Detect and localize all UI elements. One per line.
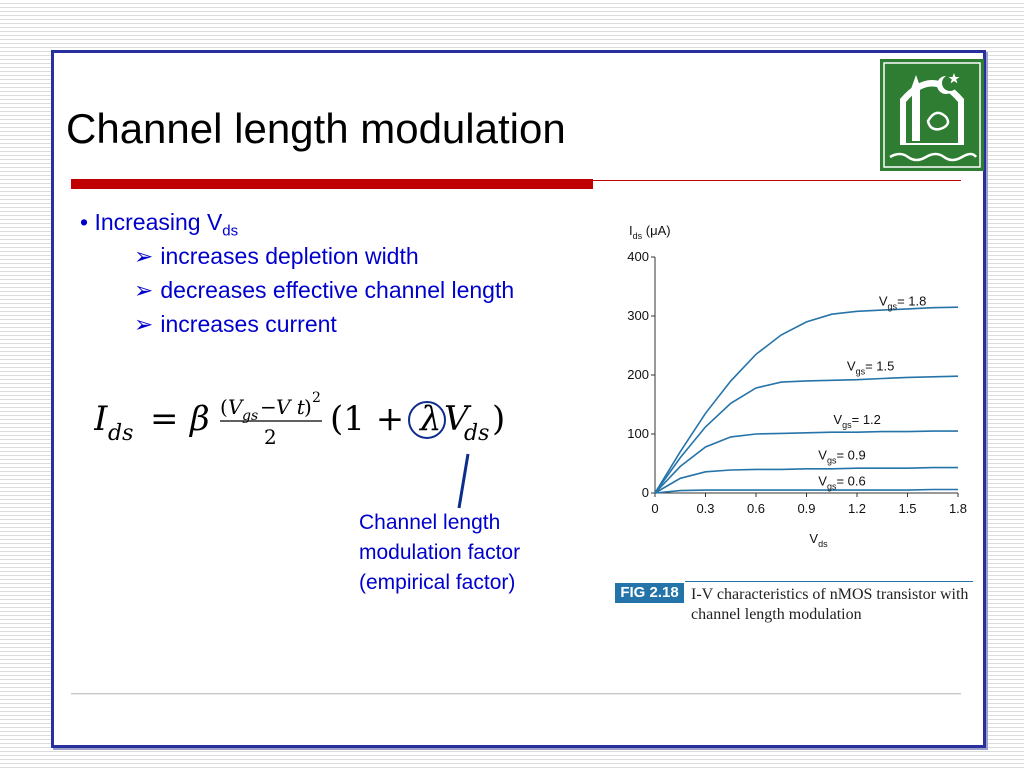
iv-chart: 0 100 200 300 400 0 0.3 0.6 0.9 1.2 1.5 1.8 Ids (μA)… xyxy=(627,223,967,549)
svg-text:I: I xyxy=(94,399,108,439)
svg-text:): ) xyxy=(304,395,312,419)
svg-text:V t: V t xyxy=(276,395,306,419)
callout-pointer-icon xyxy=(457,453,470,509)
svg-text:−: − xyxy=(260,395,277,419)
sub-bullet-3: ➢ increases current xyxy=(134,311,337,338)
footer-divider xyxy=(71,693,961,695)
svg-text:2: 2 xyxy=(312,390,321,406)
caption-rule xyxy=(685,581,973,582)
x-tick-label: 1.5 xyxy=(898,501,916,516)
x-tick-label: 0 xyxy=(651,501,658,516)
series-line xyxy=(654,375,959,494)
svg-text:ds: ds xyxy=(108,421,133,446)
svg-text:V: V xyxy=(228,395,245,419)
y-tick-label: 300 xyxy=(627,308,649,323)
figure-badge: FIG 2.18 xyxy=(615,583,684,603)
svg-text:β: β xyxy=(188,399,210,439)
x-tick-label: 1.8 xyxy=(949,501,967,516)
series-line xyxy=(654,488,958,494)
y-tick-label: 200 xyxy=(627,367,649,382)
series-line xyxy=(654,466,958,494)
sub-bullet-2: ➢ decreases effective channel length xyxy=(134,277,514,304)
series-label: Vgs= 1.2 xyxy=(833,412,880,430)
arrow-bullet-icon: ➢ xyxy=(134,311,154,337)
sub-bullet-1: ➢ increases depletion width xyxy=(134,243,419,270)
figure-caption: I-V characteristics of nMOS transistor w… xyxy=(691,586,969,623)
series-line xyxy=(654,430,958,494)
y-tick-label: 100 xyxy=(627,426,649,441)
callout-line-2: modulation factor xyxy=(359,541,521,564)
svg-text:): ) xyxy=(492,399,505,439)
svg-text:V: V xyxy=(444,399,472,439)
x-tick-label: 1.2 xyxy=(848,501,866,516)
sub-bullet-label: increases depletion width xyxy=(160,243,419,269)
bullet-subscript: ds xyxy=(222,222,239,240)
svg-text:gs: gs xyxy=(242,408,258,424)
slide-title: Channel length modulation xyxy=(66,105,566,152)
x-tick-label: 0.3 xyxy=(696,501,714,516)
callout-line-3: (empirical factor) xyxy=(359,571,516,594)
svg-text:λ: λ xyxy=(418,399,442,439)
x-axis-label: Vds xyxy=(809,531,828,549)
sub-bullet-label: increases current xyxy=(160,311,337,337)
slide-frame: Channel length modulation • Increasing V… xyxy=(51,50,986,748)
figure-caption-area: FIG 2.18 I-V characteristics of nMOS tra… xyxy=(615,581,975,645)
svg-text:ds: ds xyxy=(464,421,489,446)
y-tick-label: 0 xyxy=(642,485,649,500)
university-emblem-icon xyxy=(880,59,984,171)
title-accent-bar xyxy=(71,179,593,189)
svg-text:(: ( xyxy=(220,395,228,419)
series-line xyxy=(654,306,959,494)
y-tick-label: 400 xyxy=(627,249,649,264)
bullet-increasing-vds: • Increasing Vds xyxy=(80,209,238,240)
arrow-bullet-icon: ➢ xyxy=(134,277,154,303)
arrow-bullet-icon: ➢ xyxy=(134,243,154,269)
svg-text:(1 +: (1 + xyxy=(330,399,404,439)
title-accent-line xyxy=(593,180,961,181)
figure-panel: 0 100 200 300 400 0 0.3 0.6 0.9 1.2 1.5 1.8 Ids (μA)… xyxy=(615,219,975,645)
current-equation: I ds = β ( V gs − V t ) 2 2 (1 + λ V ds … xyxy=(94,390,505,449)
x-tick-label: 0.9 xyxy=(797,501,815,516)
series-label: Vgs= 0.9 xyxy=(818,447,865,465)
series-label: Vgs= 1.8 xyxy=(879,293,926,311)
callout-label: Channel length modulation factor (empiri… xyxy=(359,508,520,598)
y-axis-label: Ids (μA) xyxy=(629,223,671,241)
bullet-text: • Increasing V xyxy=(80,209,223,235)
series-label: Vgs= 1.5 xyxy=(847,358,894,376)
callout-line-1: Channel length xyxy=(359,511,501,534)
svg-text:2: 2 xyxy=(264,425,277,449)
x-tick-label: 0.6 xyxy=(747,501,765,516)
series-label: Vgs= 0.6 xyxy=(818,473,865,491)
svg-text:=: = xyxy=(150,399,179,439)
sub-bullet-label: decreases effective channel length xyxy=(160,277,515,303)
